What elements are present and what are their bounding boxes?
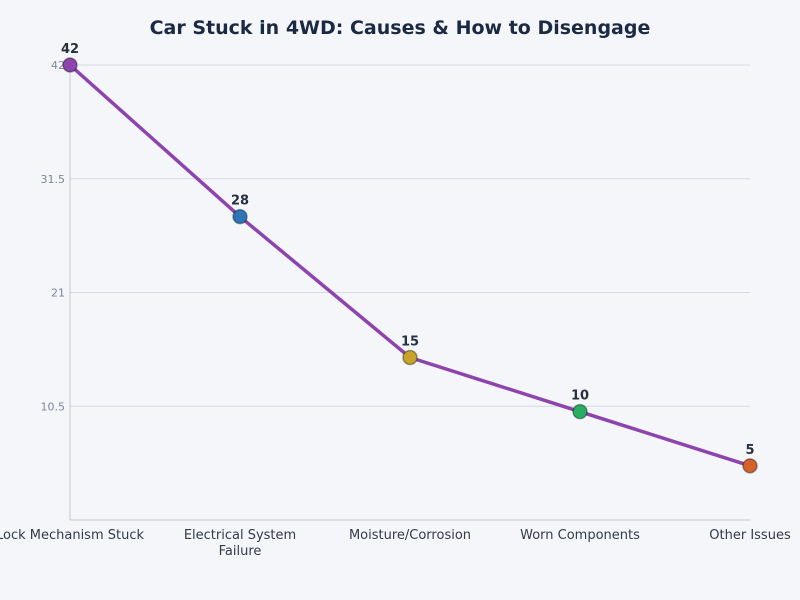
data-label: 5 (745, 443, 754, 458)
y-tick-label: 10.5 (41, 400, 66, 413)
x-tick-label: Other Issues (709, 528, 791, 543)
data-label: 10 (571, 389, 589, 404)
x-tick-label: Lock Mechanism Stuck (0, 528, 144, 543)
y-tick-label: 21 (51, 287, 65, 300)
data-point (402, 349, 418, 366)
x-tick-label: Failure (219, 544, 262, 559)
x-tick-label: Worn Components (520, 528, 640, 543)
data-point (62, 57, 78, 73)
data-label: 15 (401, 335, 419, 350)
x-tick-label: Moisture/Corrosion (349, 528, 471, 543)
y-tick-label: 31.5 (41, 173, 66, 186)
data-point (232, 208, 248, 225)
data-point (742, 458, 758, 474)
series-line (68, 63, 751, 468)
y-tick-label: 42 (51, 59, 65, 72)
data-label: 42 (61, 42, 79, 57)
data-label: 28 (231, 194, 249, 209)
x-tick-label: Electrical System (184, 528, 296, 543)
chart-title: Car Stuck in 4WD: Causes & How to Diseng… (150, 17, 651, 39)
data-point (572, 403, 588, 420)
